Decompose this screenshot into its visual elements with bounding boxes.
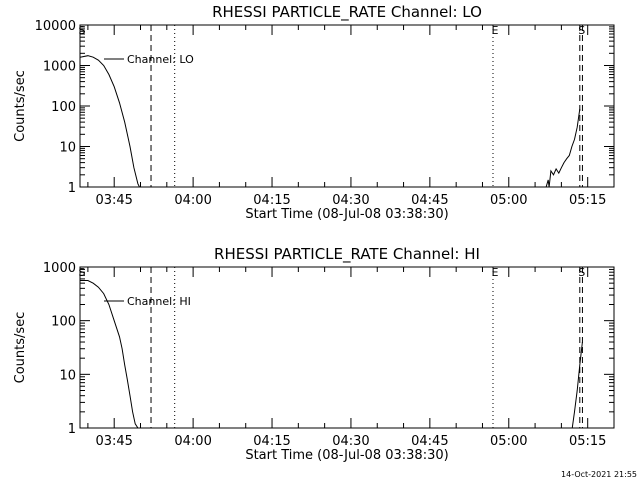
chart-1-y-tick-label: 100: [51, 315, 76, 330]
lo-channel-panel: RHESSI PARTICLE_RATE Channel: LO Counts/s…: [13, 3, 615, 222]
chart-0-x-tick-label: 05:15: [569, 193, 606, 208]
chart-1-series-line: [80, 280, 139, 428]
chart-1-event-marker-label: S: [79, 266, 86, 279]
chart-0-y-tick-label: 10: [59, 141, 76, 156]
chart-1-x-tick-label: 03:45: [95, 434, 132, 449]
chart-1-x-tick-label: 05:15: [569, 434, 606, 449]
chart-1-x-axis-label: Start Time (08-Jul-08 03:38:30): [245, 448, 448, 463]
chart-1-x-tick-label: 04:45: [411, 434, 448, 449]
chart-0-y-axis-label: Counts/sec: [13, 70, 28, 142]
chart-1-y-tick-label: 10: [59, 368, 76, 383]
chart-1-y-axis-label: Counts/sec: [13, 312, 28, 384]
chart-1-x-tick-label: 04:30: [332, 434, 369, 449]
chart-0-event-marker-label: E: [492, 24, 499, 37]
chart-1-y-tick-label: 1: [68, 422, 76, 437]
chart-1-title: RHESSI PARTICLE_RATE Channel: HI: [214, 245, 480, 264]
chart-0-x-tick-label: 05:00: [490, 193, 527, 208]
hi-channel-panel: RHESSI PARTICLE_RATE Channel: HI Counts/s…: [13, 245, 615, 463]
chart-0-y-tick-label: 10000: [35, 19, 76, 34]
chart-0-event-marker-label: S: [578, 24, 585, 37]
chart-0-y-tick-label: 100: [51, 100, 76, 115]
chart-1-event-marker-label: E: [492, 266, 499, 279]
chart-1-x-tick-label: 04:15: [253, 434, 290, 449]
footer-timestamp: 14-Oct-2021 21:55: [561, 470, 637, 479]
chart-1-plot-frame: [79, 266, 615, 429]
chart-0-x-tick-label: 04:00: [174, 193, 211, 208]
chart-0-series-line: [80, 55, 141, 187]
chart-0-plot-frame: [79, 24, 615, 188]
chart-0-y-tick-label: 1000: [43, 60, 76, 75]
chart-0-series-line: [545, 108, 581, 187]
chart-1-event-marker-label: S: [578, 266, 585, 279]
chart-1-y-tick-label: 1000: [43, 261, 76, 276]
chart-0-x-tick-label: 04:45: [411, 193, 448, 208]
chart-1-legend-label: Channel: HI: [127, 295, 191, 308]
chart-0-y-tick-label: 1: [68, 181, 76, 196]
chart-0-title: RHESSI PARTICLE_RATE Channel: LO: [212, 3, 482, 22]
chart-0-x-tick-label: 03:45: [95, 193, 132, 208]
chart-1-series-line: [571, 341, 583, 428]
chart-0-x-tick-label: 04:30: [332, 193, 369, 208]
chart-0-x-tick-label: 04:15: [253, 193, 290, 208]
chart-1-x-tick-label: 05:00: [490, 434, 527, 449]
chart-0-event-marker-label: S: [79, 24, 86, 37]
chart-0-legend-label: Channel: LO: [127, 53, 194, 66]
chart-0-x-axis-label: Start Time (08-Jul-08 03:38:30): [245, 207, 448, 222]
chart-1-x-tick-label: 04:00: [174, 434, 211, 449]
